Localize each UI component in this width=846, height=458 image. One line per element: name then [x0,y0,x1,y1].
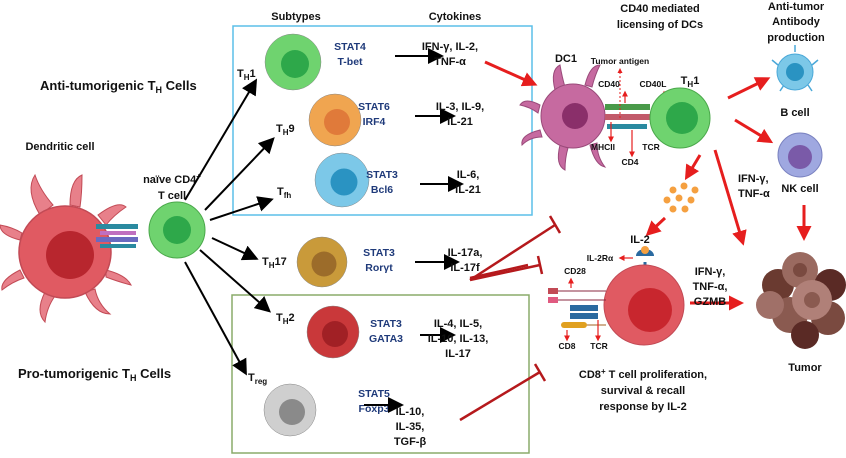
effector-2: TNF-α, [693,281,728,293]
antibody-header-3: production [767,32,825,44]
cytokine-line: IL-17f [450,262,480,274]
cytokine-line: IL-17a, [448,247,483,259]
transcription-factor-2: Rorγt [365,262,393,274]
subset-1: TH9 STAT6 IRF4 IL-3, IL-9, IL-21 [276,93,484,147]
subset-nucleus [279,399,305,425]
th1-to-dc1-arrow [484,60,538,87]
subset-label: TH2 [276,312,295,326]
nk-cytokines-1: IFN-γ, [738,173,769,185]
cytokines-header: Cytokines [429,11,482,23]
b-cell-label: B cell [780,107,809,119]
th1-effector-nucleus [666,102,698,134]
dc1-cell [519,64,607,171]
transcription-factor-2: GATA3 [369,333,403,345]
dendritic-cell-label: Dendritic cell [25,141,94,153]
differentiation-arrows [184,78,275,376]
transcription-factor-1: STAT3 [370,318,402,330]
transcription-factor-1: STAT4 [334,41,366,53]
cd4-label: CD4 [621,157,638,167]
cd8-label: CD8 [558,341,575,351]
tcr-label: TCR [642,142,659,152]
cd8-pointer-arrows [564,255,633,342]
subset-nucleus [330,168,358,196]
transcription-factor-2: Bcl6 [371,184,393,196]
subset-nucleus [281,50,309,78]
transcription-factor-1: STAT3 [366,169,398,181]
cd8-caption-1: CD8+ T cell proliferation, [579,367,707,381]
tumor-mass [756,252,846,349]
transcription-factor-2: T-bet [337,56,363,68]
naive-label-2: T cell [158,190,186,202]
subset-label: TH1 [237,68,256,82]
dendritic-cell [0,173,132,324]
subset-label: Treg [248,372,267,386]
cd8-t-cell [548,246,685,346]
nk-cytokines-2: TNF-α [738,188,770,200]
cd28-label: CD28 [564,266,586,276]
synapse-receptors [96,224,138,248]
subset-4: TH2 STAT3 GATA3 IL-4, IL-5, IL-10, IL-13, IL-… [276,305,489,360]
subset-label: Tfh [277,186,291,200]
subset-label: TH9 [276,123,295,137]
subset-3: TH17 STAT3 Rorγt IL-17a, IL-17f [262,236,483,288]
transcription-factor-1: STAT5 [358,388,390,400]
cytokine-line: IL-21 [455,184,481,196]
nk-cell [777,132,823,178]
cytokine-line: IL-6, [457,169,480,181]
subset-0: TH1 STAT4 T-bet IFN-γ, IL-2, TNF-α [237,33,478,91]
b-cell [771,45,819,92]
il2-label: IL-2 [630,234,650,246]
antibody-header-2: Antibody [772,16,821,28]
transcription-factor-1: STAT3 [363,247,395,259]
anti-tumorigenic-label: Anti-tumorigenic TH Cells [40,78,197,95]
dc1-th1-synapse [605,104,650,129]
tumor-antigen-label: Tumor antigen [591,56,649,66]
nk-cell-label: NK cell [781,183,818,195]
effector-1: IFN-γ, [695,266,726,278]
dc1-label: DC1 [555,53,577,65]
il2-particles [663,182,699,213]
cd40-header-2: licensing of DCs [617,19,703,31]
pro-tumorigenic-label: Pro-tumorigenic TH Cells [18,366,171,383]
mhcii-label: MHCII [591,142,615,152]
cytokine-line: IL-10, [396,406,425,418]
transcription-factor-1: STAT6 [358,101,390,113]
effector-3: GZMB [694,296,726,308]
subtypes-header: Subtypes [271,11,321,23]
cd40-header-1: CD40 mediated [620,3,699,15]
th1-effector-label: TH1 [681,75,700,89]
cytokine-line: TGF-β [394,436,427,448]
cd40-label: CD40 [598,79,620,89]
antibody-header-1: Anti-tumor [768,1,825,13]
naive-label-1: naïve CD4+ [143,172,201,186]
cytokine-line: IL-17 [445,348,471,360]
transcription-factor-2: IRF4 [363,116,386,128]
cytokine-line: IL-3, IL-9, [436,101,484,113]
cytokine-line: IL-10, IL-13, [428,333,489,345]
subset-2: Tfh STAT3 Bcl6 IL-6, IL-21 [277,152,481,208]
activation-arrows [645,77,812,311]
tcr-cd8-label: TCR [590,341,607,351]
naive-nucleus [163,216,191,244]
cytokine-line: IL-21 [447,116,473,128]
subset-label: TH17 [262,256,287,270]
cytokine-line: IFN-γ, IL-2, [422,41,478,53]
cd8-caption-3: response by IL-2 [599,401,686,413]
cytokine-line: IL-35, [396,421,425,433]
tumor-label: Tumor [788,362,822,374]
cd40l-label: CD40L [640,79,667,89]
cd8-caption-2: survival & recall [601,385,685,397]
subset-nucleus [324,109,350,135]
pro-tumorigenic-box [231,294,530,454]
il2ra-label: IL-2Rα [587,253,614,263]
subset-nucleus [322,321,348,347]
inhibition-lines [459,215,562,422]
cytokine-line: TNF-α [434,56,466,68]
cytokine-line: IL-4, IL-5, [434,318,482,330]
subset-nucleus [311,251,337,277]
